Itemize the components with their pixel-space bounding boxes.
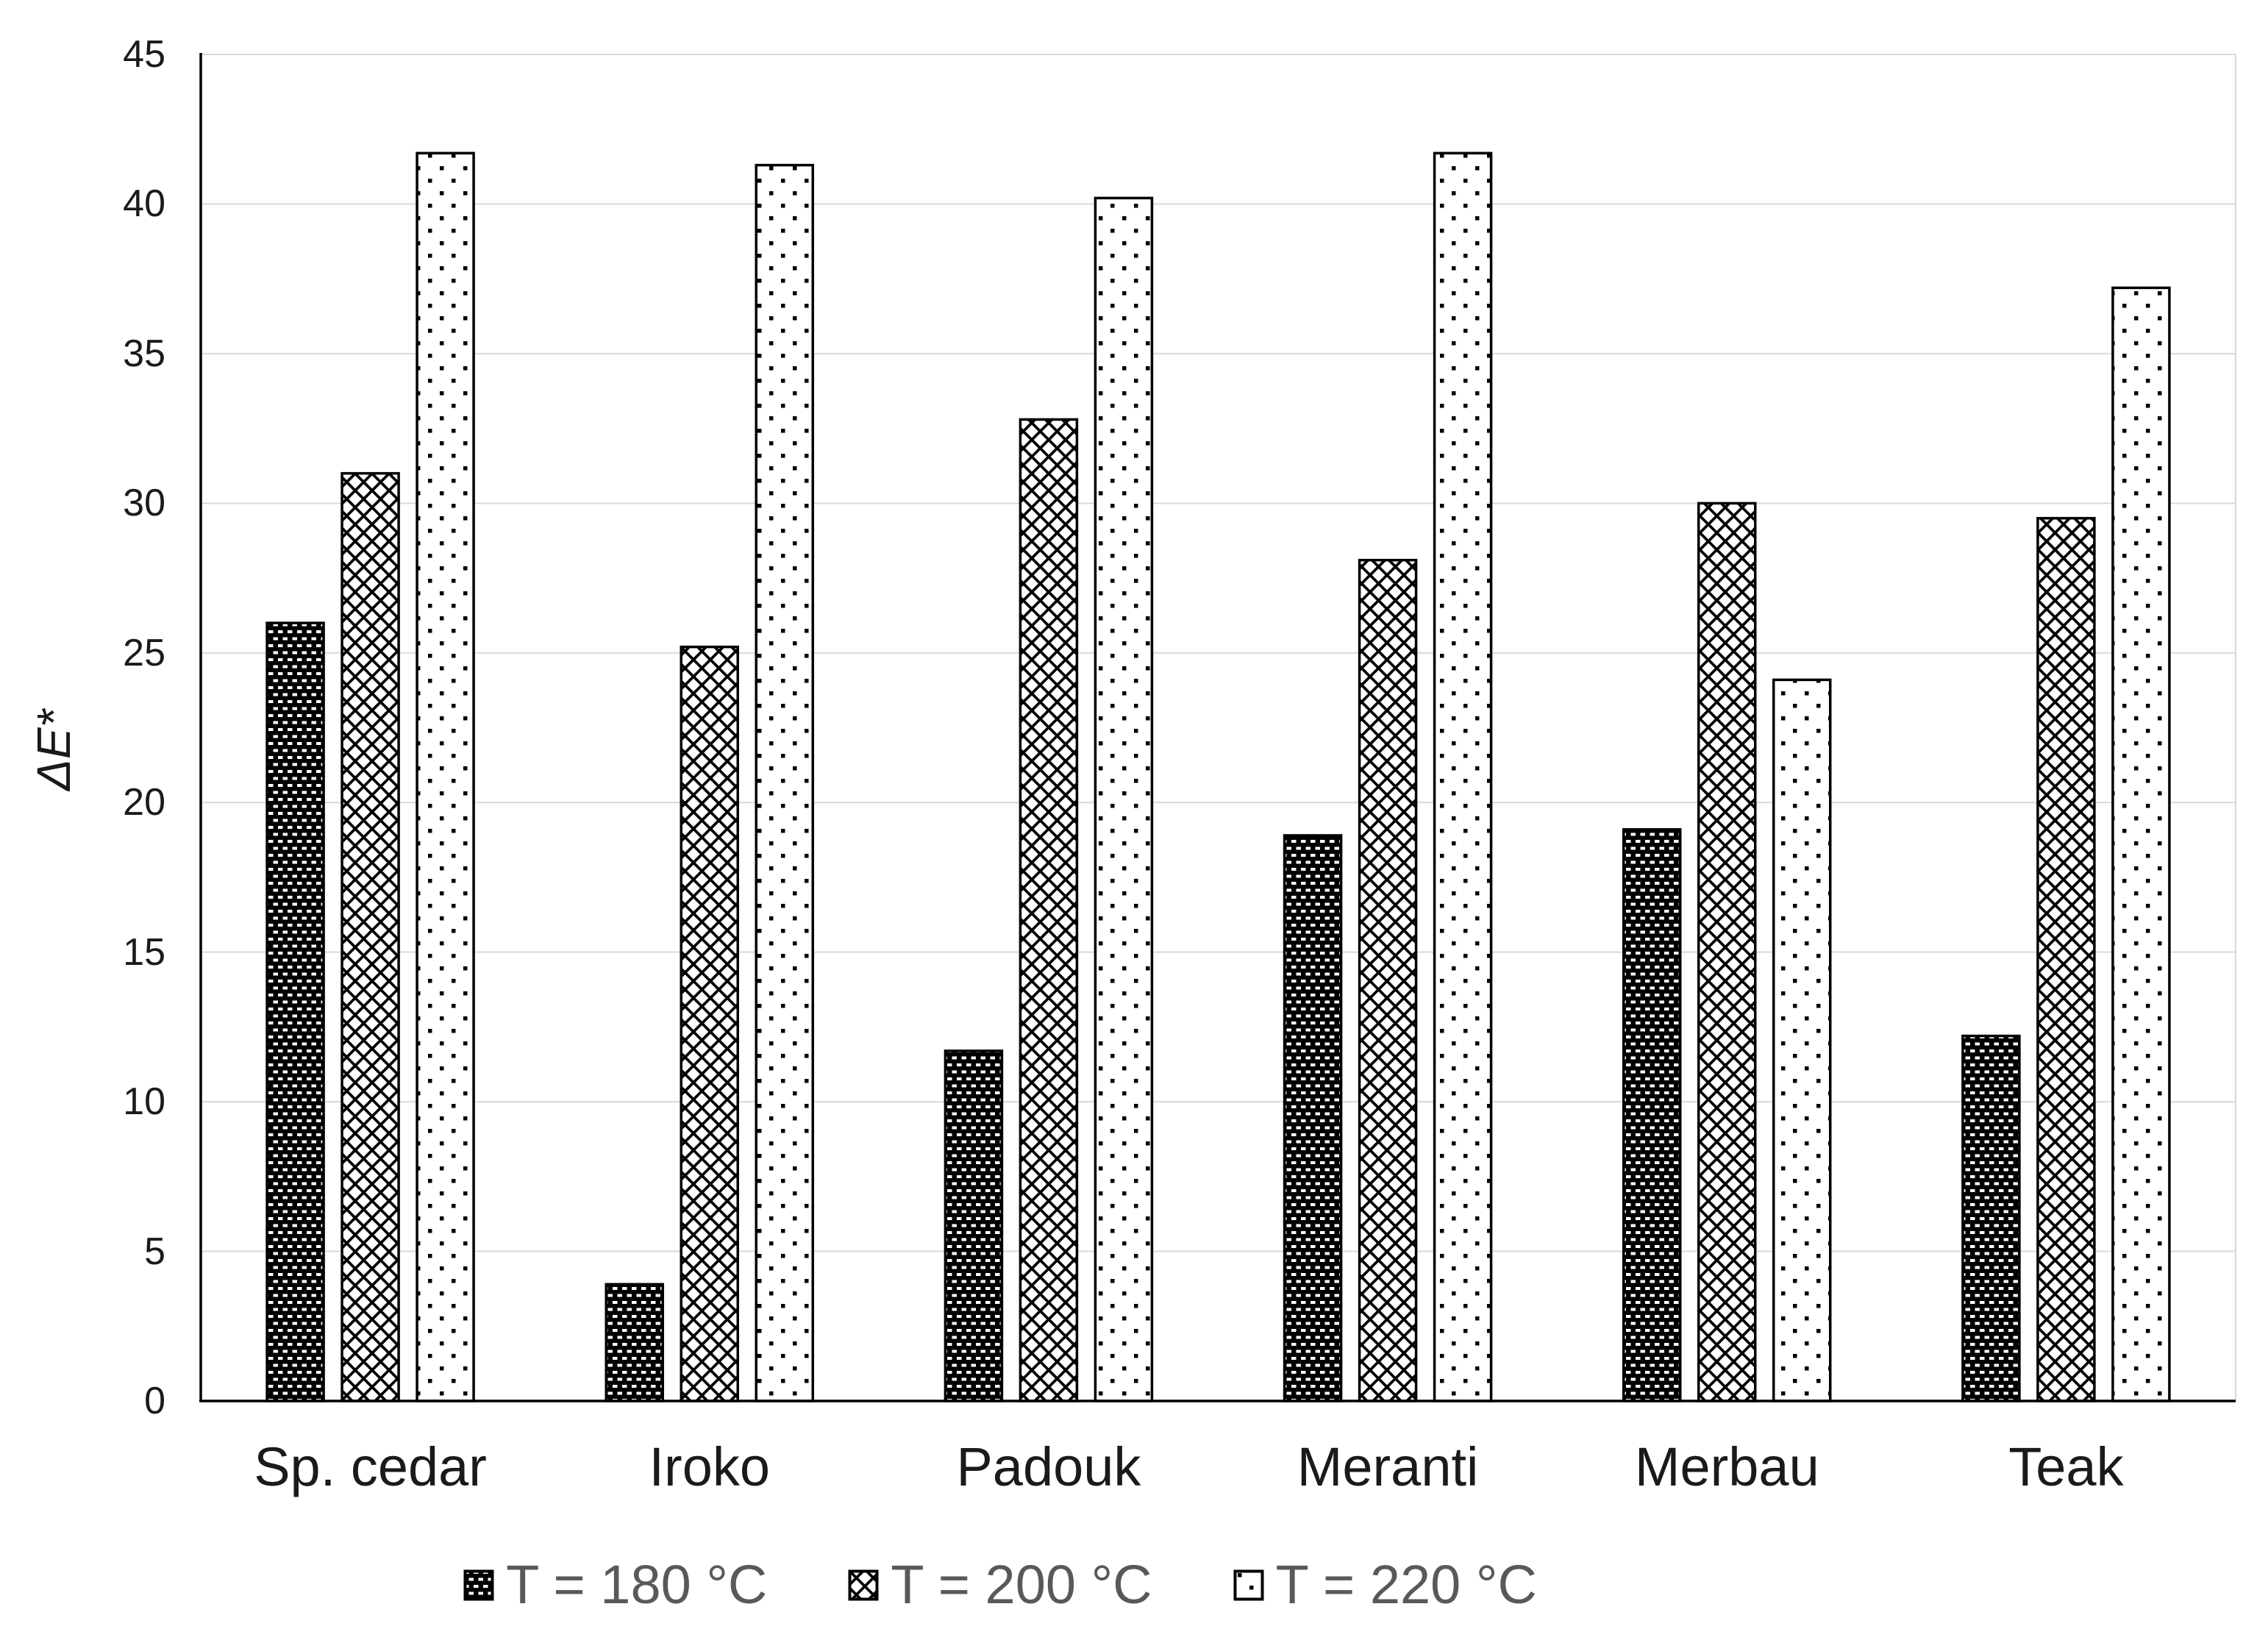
bar-meranti-t-180-c	[1283, 834, 1343, 1402]
x-axis-label-padouk: Padouk	[956, 1436, 1141, 1497]
x-axis-label-sp-cedar: Sp. cedar	[254, 1436, 487, 1497]
x-axis-label-meranti: Meranti	[1297, 1436, 1479, 1497]
bar-teak-t-200-c	[2036, 516, 2096, 1402]
legend-label-200c: T = 200 °C	[891, 1554, 1152, 1615]
bar-merbau-t-220-c	[1772, 678, 1832, 1402]
x-axis-label-merbau: Merbau	[1634, 1436, 1819, 1497]
bar-padouk-t-220-c	[1094, 196, 1154, 1402]
legend-swatch-200c-icon	[848, 1569, 879, 1600]
bar-merbau-t-180-c	[1622, 828, 1682, 1402]
x-axis: Sp. cedar Iroko Padouk Meranti Merbau Te…	[201, 1436, 2236, 1499]
bar-padouk-t-200-c	[1019, 418, 1079, 1402]
bar-sp-cedar-t-220-c	[416, 151, 475, 1402]
y-axis-title: ΔE*	[27, 709, 80, 791]
bar-sp-cedar-t-200-c	[340, 471, 400, 1402]
y-tick-label-5: 5	[144, 1230, 165, 1273]
legend-item-220c: T = 220 °C	[1233, 1553, 1537, 1616]
bar-teak-t-180-c	[1961, 1034, 2021, 1402]
y-tick-label-30: 30	[123, 482, 165, 525]
bar-teak-t-220-c	[2111, 286, 2171, 1402]
legend-swatch-180c-icon	[463, 1569, 494, 1600]
x-axis-label-teak: Teak	[2008, 1436, 2124, 1497]
bar-iroko-t-180-c	[605, 1283, 664, 1402]
legend-item-180c: T = 180 °C	[463, 1553, 767, 1616]
bar-sp-cedar-t-180-c	[265, 621, 325, 1402]
y-tick-label-10: 10	[123, 1080, 165, 1124]
legend: T = 180 °C T = 200 °C T = 220 °C	[0, 1553, 2000, 1616]
legend-item-200c: T = 200 °C	[848, 1553, 1152, 1616]
y-tick-label-25: 25	[123, 631, 165, 674]
bar-meranti-t-200-c	[1358, 558, 1418, 1402]
bar-meranti-t-220-c	[1433, 151, 1493, 1402]
x-axis-label-iroko: Iroko	[649, 1436, 771, 1497]
legend-label-180c: T = 180 °C	[506, 1554, 768, 1615]
y-tick-label-45: 45	[123, 33, 165, 76]
bar-iroko-t-220-c	[755, 163, 814, 1402]
y-tick-label-15: 15	[123, 930, 165, 974]
y-tick-label-35: 35	[123, 332, 165, 375]
y-tick-label-0: 0	[144, 1380, 165, 1422]
y-tick-label-20: 20	[123, 781, 165, 824]
bar-merbau-t-200-c	[1697, 502, 1757, 1402]
bar-iroko-t-200-c	[680, 645, 739, 1402]
legend-label-220c: T = 220 °C	[1275, 1554, 1537, 1615]
y-tick-label-40: 40	[123, 182, 165, 226]
bar-padouk-t-180-c	[944, 1049, 1004, 1402]
legend-swatch-220c-icon	[1233, 1569, 1264, 1600]
